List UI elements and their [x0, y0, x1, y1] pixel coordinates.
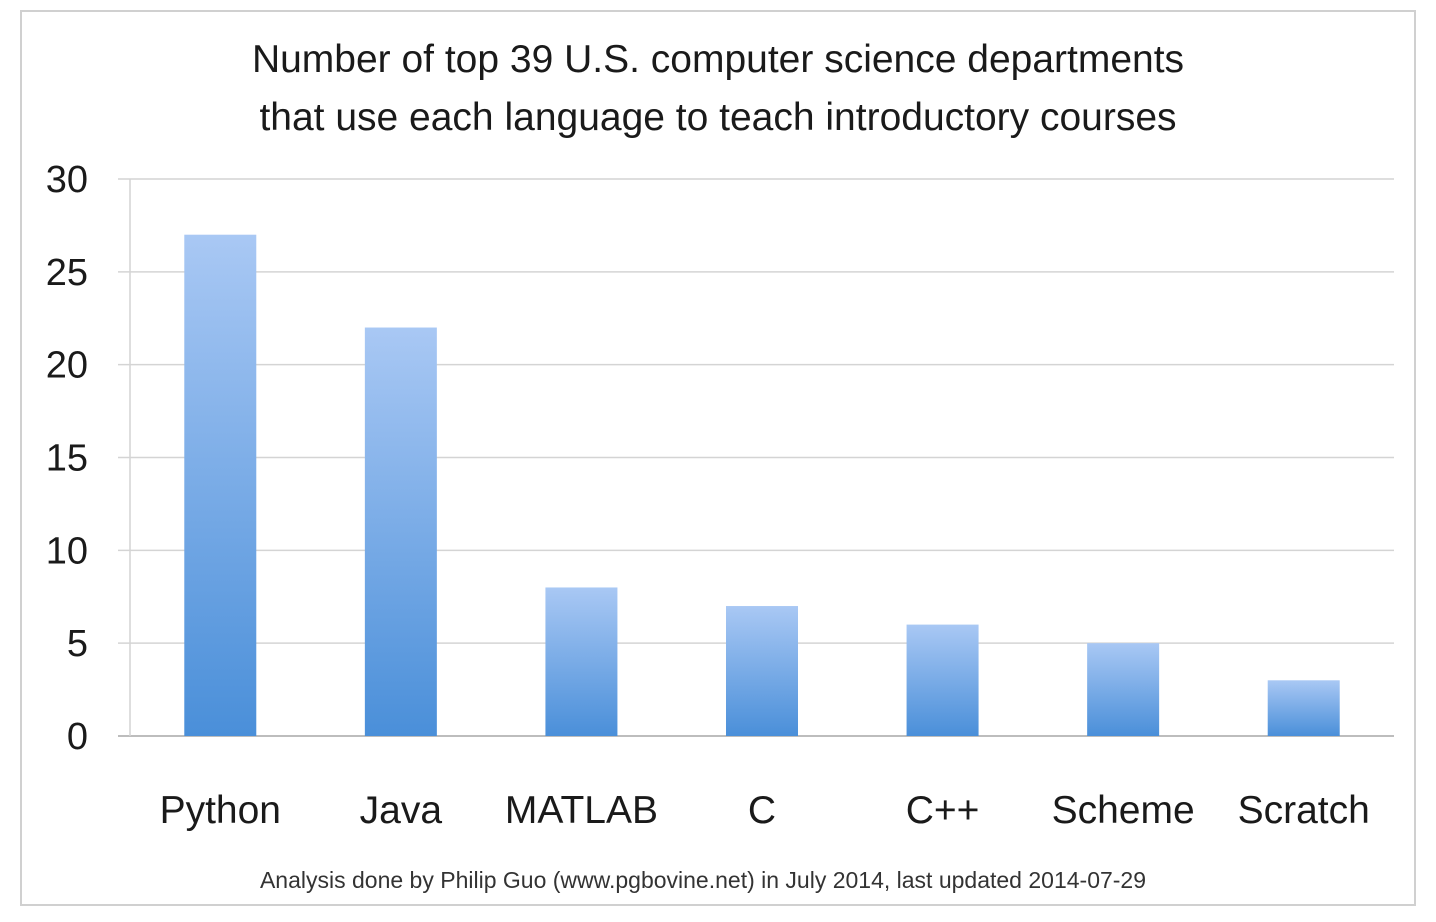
y-tick-label: 30	[46, 159, 88, 201]
y-tick-label: 15	[46, 438, 88, 480]
x-category-label: Java	[360, 789, 443, 832]
chart-title-line-2: that use each language to teach introduc…	[259, 96, 1176, 139]
x-category-label: C++	[906, 789, 980, 832]
bar-python	[184, 234, 257, 736]
bar-cplusplus	[906, 624, 979, 736]
y-tick-label: 10	[46, 530, 88, 572]
bar-scheme	[1087, 643, 1160, 736]
bar-c	[726, 606, 798, 736]
x-category-label: C	[748, 789, 776, 832]
x-category-label: Scheme	[1052, 789, 1195, 832]
bars	[184, 234, 1340, 736]
chart-title-line-1: Number of top 39 U.S. computer science d…	[252, 38, 1184, 81]
y-tick-label: 0	[67, 716, 88, 758]
x-category-label: Python	[160, 789, 281, 832]
y-tick-label: 25	[46, 252, 88, 294]
x-category-label: MATLAB	[505, 789, 658, 832]
y-tick-label: 20	[46, 345, 88, 387]
y-axis-tick-labels: 0 5 10 15 20 25 30	[46, 159, 88, 758]
x-category-label: Scratch	[1238, 789, 1370, 832]
gridlines	[118, 178, 1394, 737]
bar-scratch	[1267, 680, 1340, 736]
bar-java	[364, 327, 437, 736]
bar-matlab	[545, 587, 618, 736]
x-axis-category-labels: Python Java MATLAB C C++ Scheme Scratch	[160, 789, 1370, 832]
y-tick-label: 5	[67, 623, 88, 665]
chart-footnote: Analysis done by Philip Guo (www.pgbovin…	[260, 867, 1146, 893]
